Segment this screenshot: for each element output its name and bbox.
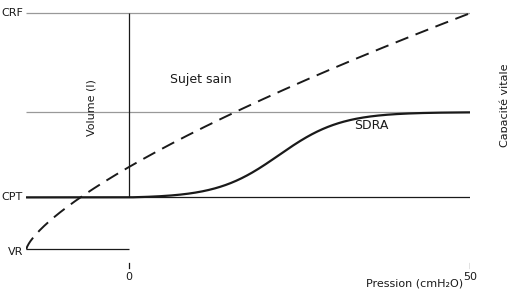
Text: 50: 50	[463, 272, 477, 282]
Text: 0: 0	[125, 272, 132, 282]
Text: VR: VR	[8, 247, 23, 257]
Text: SDRA: SDRA	[354, 119, 388, 132]
Text: Pression (cmH₂O): Pression (cmH₂O)	[366, 279, 463, 289]
Text: Volume (l): Volume (l)	[86, 79, 96, 136]
Text: CPT: CPT	[2, 192, 23, 202]
Text: Sujet sain: Sujet sain	[170, 73, 231, 86]
Text: CRF: CRF	[1, 8, 23, 18]
Text: Capacité vitale: Capacité vitale	[499, 64, 507, 147]
